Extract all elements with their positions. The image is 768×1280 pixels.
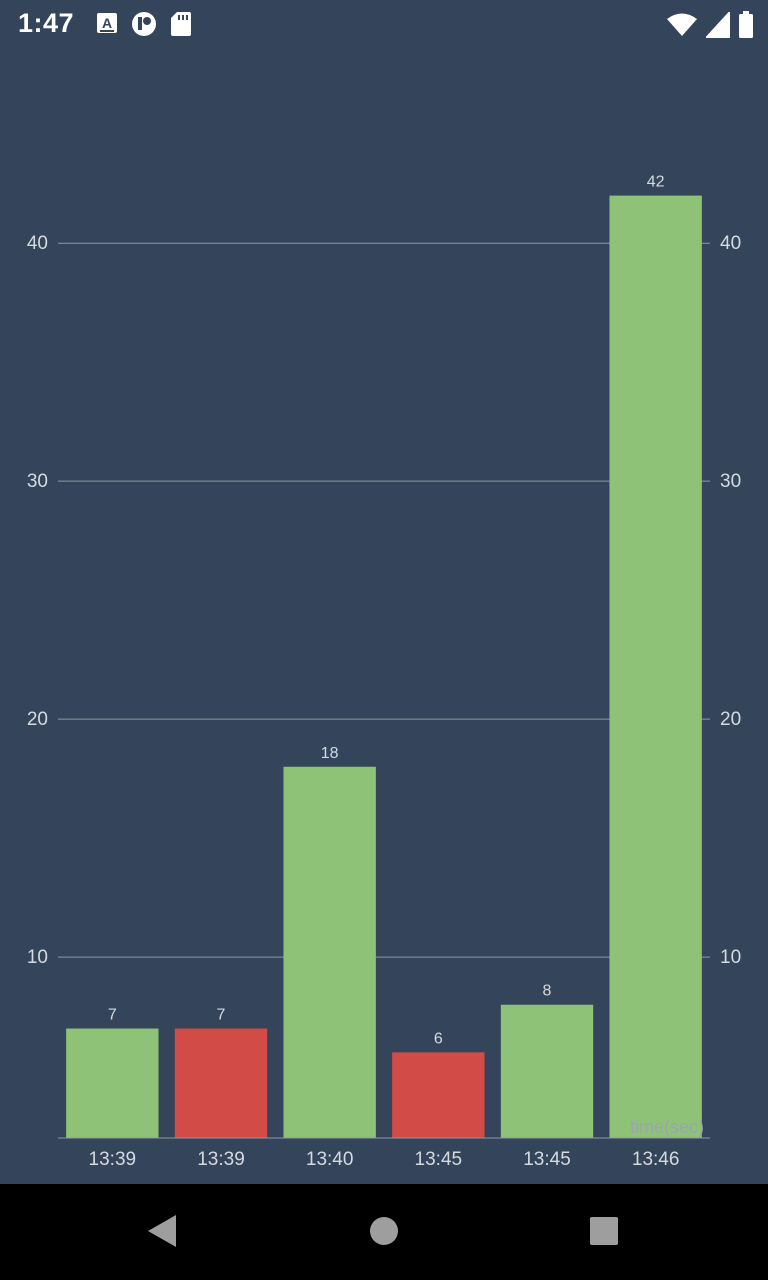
status-icons-right (666, 11, 754, 39)
bar-value-label: 18 (321, 745, 339, 762)
y-tick-label-left: 40 (27, 233, 48, 254)
y-tick-label-right: 40 (720, 233, 741, 254)
bar-value-label: 8 (543, 983, 552, 1000)
y-tick-label-right: 10 (720, 947, 741, 968)
bar (66, 1028, 159, 1138)
wifi-icon (667, 13, 697, 36)
cell-signal-icon (706, 12, 730, 38)
status-time: 1:47 (18, 8, 75, 38)
recents-icon[interactable] (588, 1214, 620, 1248)
back-icon[interactable] (146, 1214, 178, 1248)
y-tick-label-right: 20 (720, 709, 741, 730)
svg-text:A: A (102, 15, 112, 31)
x-tick-label: 13:45 (523, 1149, 571, 1170)
grid-layer (58, 242, 710, 958)
x-tick-label: 13:40 (306, 1149, 354, 1170)
status-bar: 1:47 A (0, 0, 768, 48)
label-layer: 10 10 20 20 30 30 40 40 7 13:39 7 13:39 18 13:40 6 13:4… (27, 174, 741, 1170)
bar-value-label: 7 (108, 1007, 117, 1024)
bar-chart: 10 10 20 20 30 30 40 40 7 13:39 7 13:39 18 13:40 6 13:4… (0, 48, 768, 1184)
bar-layer (66, 195, 702, 1138)
bar (500, 1004, 594, 1138)
x-tick-label: 13:45 (415, 1149, 463, 1170)
bar-value-label: 6 (434, 1030, 443, 1047)
font-a-icon: A (97, 13, 117, 33)
x-axis-label: time(sec) (630, 1117, 704, 1137)
battery-icon (739, 11, 753, 38)
navigation-bar (0, 1184, 768, 1280)
bar (609, 195, 702, 1138)
y-tick-label-left: 20 (27, 709, 48, 730)
y-tick-label-right: 30 (720, 471, 741, 492)
bar (174, 1028, 268, 1138)
bar (283, 766, 376, 1138)
bar-value-label: 42 (647, 174, 665, 191)
home-icon[interactable] (368, 1214, 400, 1248)
y-tick-label-left: 10 (27, 947, 48, 968)
chart-svg: 10 10 20 20 30 30 40 40 7 13:39 7 13:39 18 13:40 6 13:4… (27, 174, 741, 1170)
x-tick-label: 13:46 (632, 1149, 680, 1170)
bar (392, 1052, 485, 1138)
status-icons-left: A (96, 11, 192, 37)
circle-app-icon (132, 12, 156, 36)
x-tick-label: 13:39 (197, 1149, 245, 1170)
x-tick-label: 13:39 (89, 1149, 137, 1170)
bar-value-label: 7 (217, 1007, 226, 1024)
y-tick-label-left: 30 (27, 471, 48, 492)
sd-card-icon (171, 12, 191, 36)
